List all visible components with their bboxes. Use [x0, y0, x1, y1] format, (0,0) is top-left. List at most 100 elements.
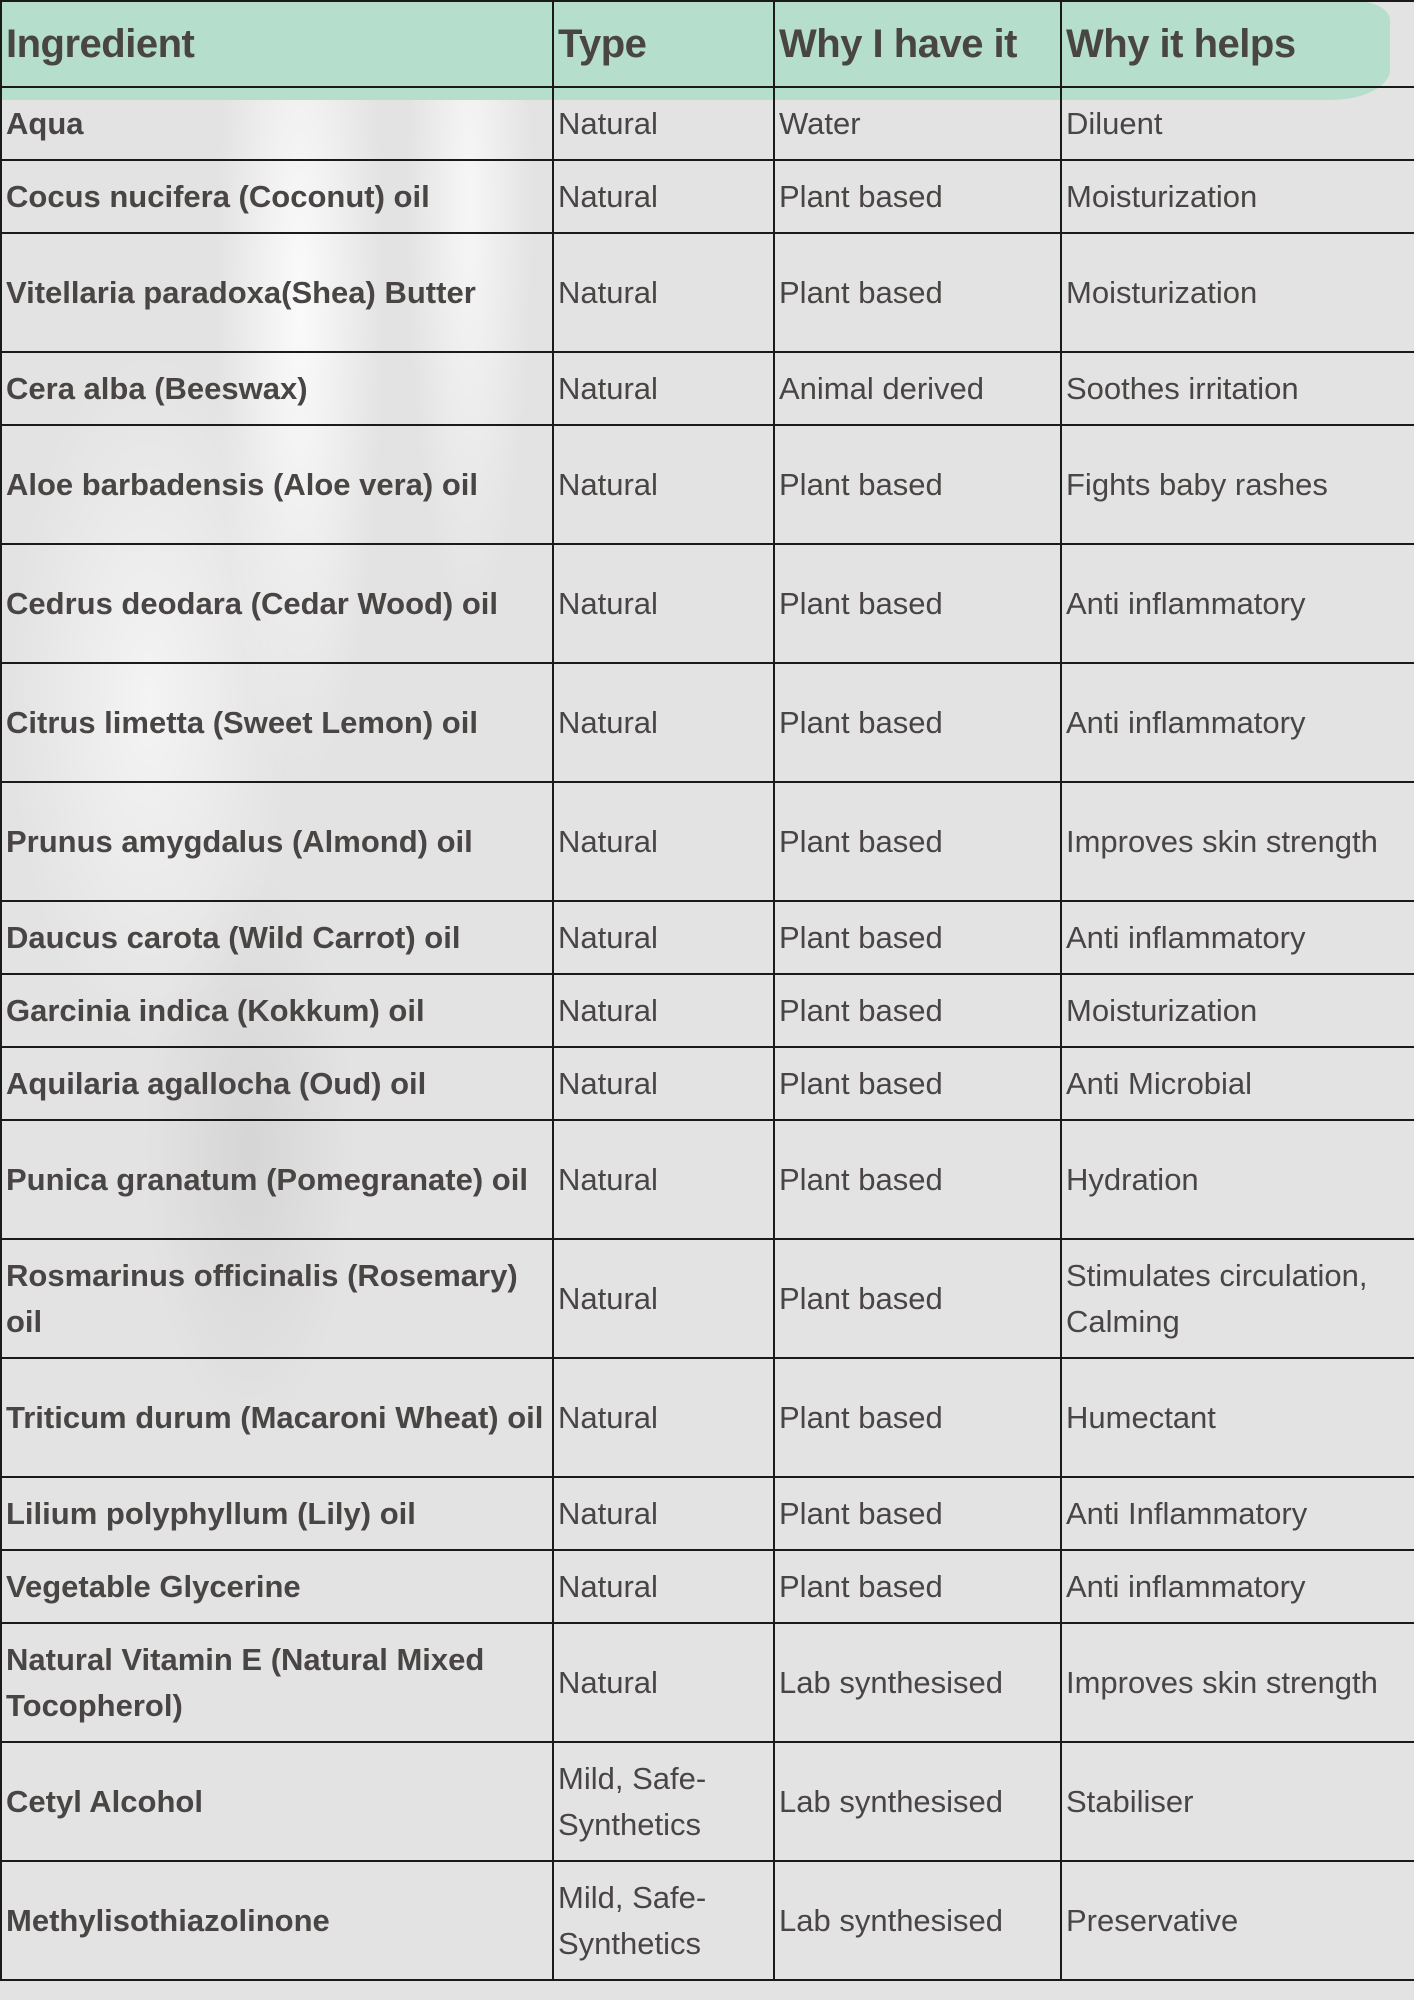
- table-row: Cetyl Alcohol Mild, Safe-Synthetics Lab sy…: [0, 1741, 1414, 1862]
- table-row: Citrus limetta (Sweet Lemon) oil Natural P…: [0, 662, 1414, 783]
- table-row: Prunus amygdalus (Almond) oil Natural Plan…: [0, 781, 1414, 902]
- table-row: Lilium polyphyllum (Lily) oil Natural Plan…: [0, 1476, 1414, 1551]
- cell-type: Natural: [552, 1119, 775, 1240]
- table-row: Garcinia indica (Kokkum) oil Natural Plant…: [0, 973, 1414, 1048]
- header-why-have: Why I have it: [773, 0, 1062, 88]
- cell-ingredient: Cocus nucifera (Coconut) oil: [0, 159, 554, 234]
- table-row: Natural Vitamin E (Natural Mixed Tocophe…: [0, 1622, 1414, 1743]
- cell-why-helps: Stabiliser: [1060, 1741, 1414, 1862]
- cell-type: Natural: [552, 232, 775, 353]
- table-row: Vegetable Glycerine Natural Plant based Ant…: [0, 1549, 1414, 1624]
- table-row: Rosmarinus officinalis (Rosemary) oil Nat…: [0, 1238, 1414, 1359]
- table-row: Cera alba (Beeswax) Natural Animal derived…: [0, 351, 1414, 426]
- header-why-helps: Why it helps: [1060, 0, 1414, 88]
- cell-why-have: Water: [773, 86, 1062, 161]
- cell-why-helps: Hydration: [1060, 1119, 1414, 1240]
- cell-why-helps: Improves skin strength: [1060, 1622, 1414, 1743]
- cell-why-helps: Moisturization: [1060, 232, 1414, 353]
- cell-ingredient: Aqua: [0, 86, 554, 161]
- cell-why-have: Lab synthesised: [773, 1860, 1062, 1981]
- cell-why-helps: Anti inflammatory: [1060, 662, 1414, 783]
- table-row: Methylisothiazolinone Mild, Safe-Syntheti…: [0, 1860, 1414, 1981]
- cell-why-helps: Moisturization: [1060, 159, 1414, 234]
- table-row: Aloe barbadensis (Aloe vera) oil Natural P…: [0, 424, 1414, 545]
- cell-ingredient: Citrus limetta (Sweet Lemon) oil: [0, 662, 554, 783]
- cell-ingredient: Vegetable Glycerine: [0, 1549, 554, 1624]
- table-row: Daucus carota (Wild Carrot) oil Natural Pl…: [0, 900, 1414, 975]
- table-row: Vitellaria paradoxa(Shea) Butter Natural P…: [0, 232, 1414, 353]
- cell-why-helps: Preservative: [1060, 1860, 1414, 1981]
- cell-type: Natural: [552, 900, 775, 975]
- cell-why-have: Plant based: [773, 1046, 1062, 1121]
- cell-ingredient: Garcinia indica (Kokkum) oil: [0, 973, 554, 1048]
- cell-type: Natural: [552, 1357, 775, 1478]
- table-row: Triticum durum (Macaroni Wheat) oil Natur…: [0, 1357, 1414, 1478]
- cell-ingredient: Cedrus deodara (Cedar Wood) oil: [0, 543, 554, 664]
- cell-why-helps: Soothes irritation: [1060, 351, 1414, 426]
- cell-why-have: Animal derived: [773, 351, 1062, 426]
- cell-why-helps: Anti inflammatory: [1060, 900, 1414, 975]
- header-type: Type: [552, 0, 775, 88]
- cell-type: Natural: [552, 159, 775, 234]
- cell-type: Mild, Safe-Synthetics: [552, 1741, 775, 1862]
- header-row: Ingredient Type Why I have it Why it hel…: [0, 0, 1414, 88]
- cell-why-have: Lab synthesised: [773, 1622, 1062, 1743]
- cell-why-have: Plant based: [773, 973, 1062, 1048]
- cell-type: Natural: [552, 781, 775, 902]
- cell-type: Natural: [552, 543, 775, 664]
- cell-type: Natural: [552, 1476, 775, 1551]
- cell-why-helps: Diluent: [1060, 86, 1414, 161]
- cell-ingredient: Methylisothiazolinone: [0, 1860, 554, 1981]
- cell-why-helps: Moisturization: [1060, 973, 1414, 1048]
- header-ingredient: Ingredient: [0, 0, 554, 88]
- table-row: Cocus nucifera (Coconut) oil Natural Plant…: [0, 159, 1414, 234]
- cell-type: Natural: [552, 424, 775, 545]
- cell-why-have: Plant based: [773, 424, 1062, 545]
- cell-type: Natural: [552, 351, 775, 426]
- cell-why-helps: Anti inflammatory: [1060, 1549, 1414, 1624]
- cell-ingredient: Lilium polyphyllum (Lily) oil: [0, 1476, 554, 1551]
- table-row: Cedrus deodara (Cedar Wood) oil Natural Pl…: [0, 543, 1414, 664]
- cell-ingredient: Aquilaria agallocha (Oud) oil: [0, 1046, 554, 1121]
- cell-ingredient: Aloe barbadensis (Aloe vera) oil: [0, 424, 554, 545]
- cell-type: Natural: [552, 662, 775, 783]
- cell-why-have: Plant based: [773, 232, 1062, 353]
- cell-why-helps: Anti inflammatory: [1060, 543, 1414, 664]
- cell-why-have: Lab synthesised: [773, 1741, 1062, 1862]
- cell-why-have: Plant based: [773, 1357, 1062, 1478]
- cell-why-helps: Anti Inflammatory: [1060, 1476, 1414, 1551]
- cell-type: Natural: [552, 1238, 775, 1359]
- cell-ingredient: Vitellaria paradoxa(Shea) Butter: [0, 232, 554, 353]
- cell-ingredient: Triticum durum (Macaroni Wheat) oil: [0, 1357, 554, 1478]
- cell-why-helps: Improves skin strength: [1060, 781, 1414, 902]
- table-row: Punica granatum (Pomegranate) oil Natural…: [0, 1119, 1414, 1240]
- cell-why-helps: Humectant: [1060, 1357, 1414, 1478]
- cell-why-have: Plant based: [773, 662, 1062, 783]
- cell-ingredient: Prunus amygdalus (Almond) oil: [0, 781, 554, 902]
- cell-why-have: Plant based: [773, 159, 1062, 234]
- cell-ingredient: Cera alba (Beeswax): [0, 351, 554, 426]
- cell-ingredient: Rosmarinus officinalis (Rosemary) oil: [0, 1238, 554, 1359]
- cell-ingredient: Punica granatum (Pomegranate) oil: [0, 1119, 554, 1240]
- cell-type: Natural: [552, 1549, 775, 1624]
- cell-why-have: Plant based: [773, 543, 1062, 664]
- cell-why-have: Plant based: [773, 900, 1062, 975]
- cell-type: Natural: [552, 973, 775, 1048]
- cell-ingredient: Daucus carota (Wild Carrot) oil: [0, 900, 554, 975]
- cell-why-have: Plant based: [773, 1238, 1062, 1359]
- cell-ingredient: Natural Vitamin E (Natural Mixed Tocophe…: [0, 1622, 554, 1743]
- cell-why-have: Plant based: [773, 1549, 1062, 1624]
- cell-type: Natural: [552, 1622, 775, 1743]
- table-row: Aqua Natural Water Diluent: [0, 86, 1414, 161]
- table-row: Aquilaria agallocha (Oud) oil Natural Plan…: [0, 1046, 1414, 1121]
- cell-why-helps: Anti Microbial: [1060, 1046, 1414, 1121]
- cell-why-helps: Stimulates circulation, Calming: [1060, 1238, 1414, 1359]
- cell-why-have: Plant based: [773, 1119, 1062, 1240]
- cell-type: Natural: [552, 86, 775, 161]
- cell-why-have: Plant based: [773, 1476, 1062, 1551]
- cell-why-helps: Fights baby rashes: [1060, 424, 1414, 545]
- cell-type: Natural: [552, 1046, 775, 1121]
- cell-ingredient: Cetyl Alcohol: [0, 1741, 554, 1862]
- cell-why-have: Plant based: [773, 781, 1062, 902]
